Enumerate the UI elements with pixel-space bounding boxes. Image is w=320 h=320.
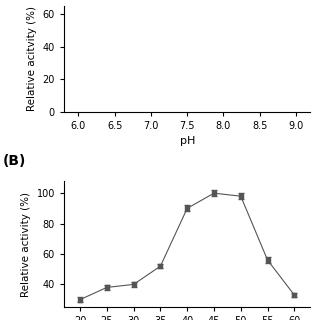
Text: (B): (B)	[3, 154, 27, 168]
Y-axis label: Relative activity (%): Relative activity (%)	[21, 192, 31, 297]
Y-axis label: Relative acitvity (%): Relative acitvity (%)	[27, 6, 37, 111]
X-axis label: pH: pH	[180, 136, 195, 146]
